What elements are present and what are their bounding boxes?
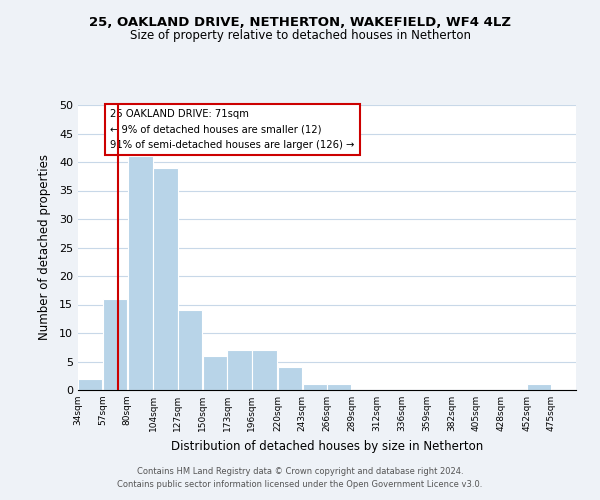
Text: 25 OAKLAND DRIVE: 71sqm
← 9% of detached houses are smaller (12)
91% of semi-det: 25 OAKLAND DRIVE: 71sqm ← 9% of detached… — [110, 110, 355, 150]
Bar — [128, 156, 153, 390]
Text: Contains HM Land Registry data © Crown copyright and database right 2024.: Contains HM Land Registry data © Crown c… — [137, 467, 463, 476]
Bar — [327, 384, 352, 390]
Bar — [178, 310, 202, 390]
Bar — [302, 384, 327, 390]
X-axis label: Distribution of detached houses by size in Netherton: Distribution of detached houses by size … — [171, 440, 483, 452]
Bar — [103, 299, 127, 390]
Y-axis label: Number of detached properties: Number of detached properties — [38, 154, 50, 340]
Bar — [203, 356, 227, 390]
Text: 25, OAKLAND DRIVE, NETHERTON, WAKEFIELD, WF4 4LZ: 25, OAKLAND DRIVE, NETHERTON, WAKEFIELD,… — [89, 16, 511, 29]
Bar — [278, 367, 302, 390]
Bar — [252, 350, 277, 390]
Bar — [227, 350, 251, 390]
Bar — [154, 168, 178, 390]
Bar — [78, 378, 103, 390]
Text: Size of property relative to detached houses in Netherton: Size of property relative to detached ho… — [130, 29, 470, 42]
Bar — [527, 384, 551, 390]
Text: Contains public sector information licensed under the Open Government Licence v3: Contains public sector information licen… — [118, 480, 482, 489]
